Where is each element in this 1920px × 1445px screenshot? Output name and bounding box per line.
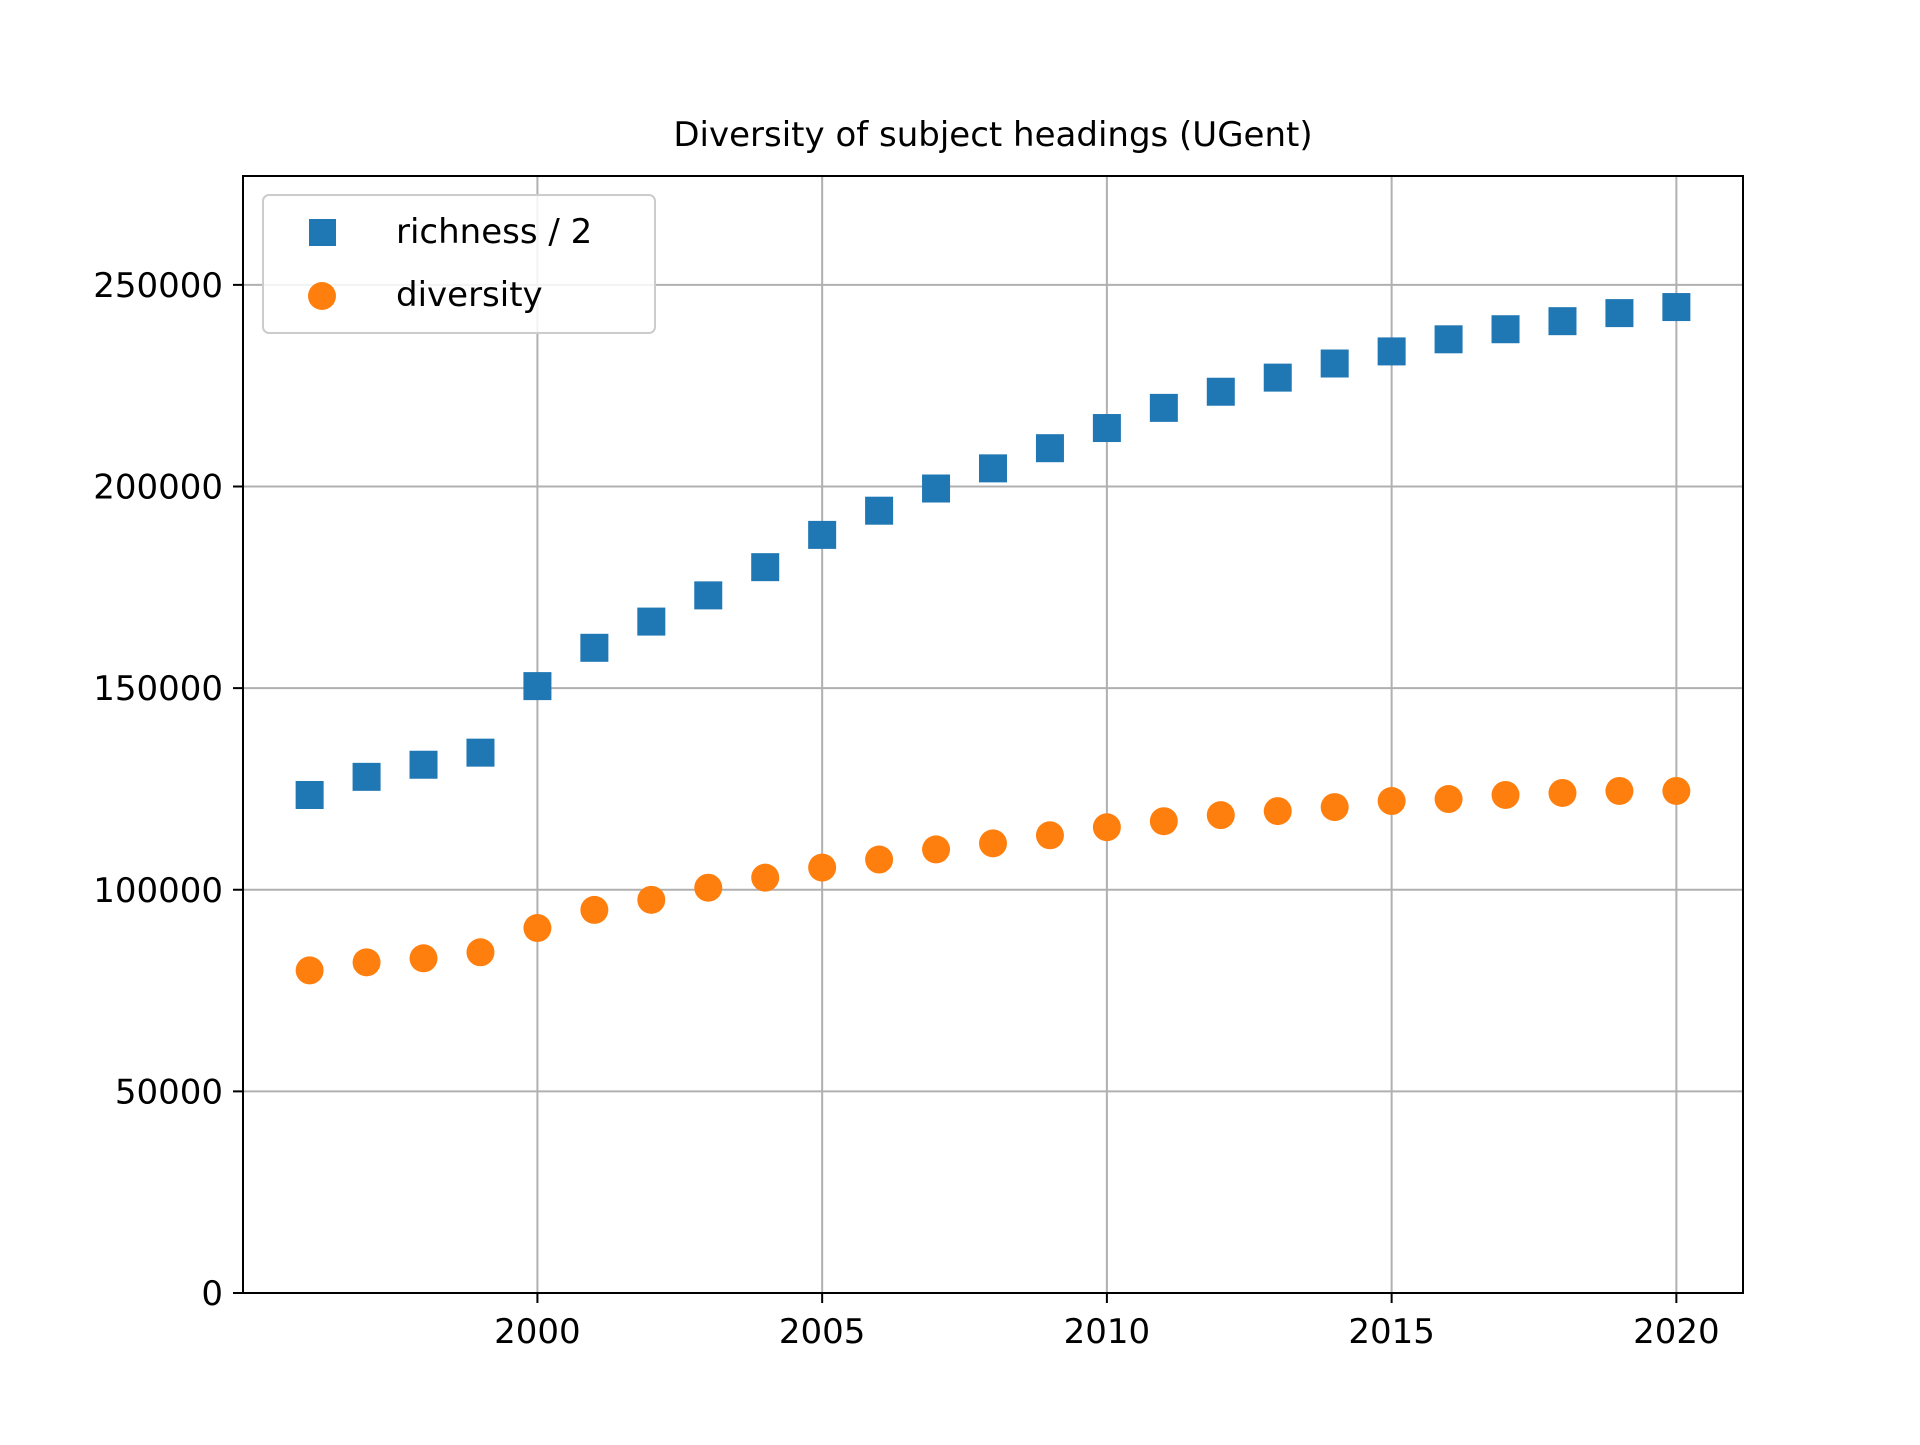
legend-label-richness: richness / 2 xyxy=(396,212,592,252)
diversity-point xyxy=(523,914,552,943)
richness-point xyxy=(1605,299,1634,328)
diversity-point xyxy=(466,938,495,967)
diversity-point xyxy=(751,863,780,892)
y-tick-label: 0 xyxy=(201,1274,223,1314)
legend: richness / 2 diversity xyxy=(262,194,656,334)
diversity-point xyxy=(1092,813,1121,842)
diversity-point xyxy=(1548,778,1577,807)
diversity-point xyxy=(1206,801,1235,830)
richness-point xyxy=(1206,377,1235,406)
diversity-point xyxy=(352,948,381,977)
x-tick-label: 2020 xyxy=(1633,1312,1720,1352)
legend-box xyxy=(262,194,656,334)
y-tick-label: 100000 xyxy=(93,871,223,911)
legend-label-diversity: diversity xyxy=(396,275,543,315)
diversity-point xyxy=(979,829,1007,858)
y-tick-label: 50000 xyxy=(115,1072,223,1112)
richness-point xyxy=(694,581,723,610)
chart-title: Diversity of subject headings (UGent) xyxy=(673,115,1312,155)
diversity-point xyxy=(694,873,723,902)
y-tick-label: 150000 xyxy=(93,669,223,709)
x-tick-label: 2010 xyxy=(1064,1312,1151,1352)
series-circle xyxy=(295,776,1691,985)
x-tick-label: 2015 xyxy=(1348,1312,1435,1352)
diversity-point xyxy=(1377,787,1406,816)
diversity-point xyxy=(1605,776,1634,805)
richness-point xyxy=(1662,293,1691,322)
diversity-point xyxy=(1263,797,1292,826)
grid xyxy=(243,176,1743,1294)
richness-point xyxy=(1035,434,1064,463)
richness-point xyxy=(1377,337,1406,366)
richness-point xyxy=(409,750,438,779)
diversity-point xyxy=(865,845,894,874)
diversity-point xyxy=(922,835,951,864)
richness-point xyxy=(751,553,780,582)
richness-point xyxy=(523,672,552,701)
richness-point xyxy=(580,633,609,662)
richness-point xyxy=(1320,349,1349,378)
richness-point xyxy=(922,474,951,503)
diversity-point xyxy=(1149,807,1178,836)
richness-point xyxy=(295,780,324,809)
richness-point xyxy=(808,520,837,549)
y-tick-label: 250000 xyxy=(93,266,223,306)
richness-point xyxy=(637,607,666,636)
richness-point xyxy=(352,762,381,791)
axes: 2000 2005 2010 2015 2020 0 50000 100000 150000 20… xyxy=(93,266,1719,1352)
richness-point xyxy=(1263,363,1292,392)
diversity-point xyxy=(580,895,609,924)
series-square xyxy=(295,293,1691,809)
richness-point xyxy=(1548,307,1577,336)
richness-point xyxy=(1434,325,1463,354)
diversity-point xyxy=(1035,821,1064,850)
diversity-point xyxy=(409,944,438,973)
richness-point xyxy=(979,454,1007,483)
diversity-point xyxy=(808,853,837,882)
x-tick-label: 2000 xyxy=(494,1312,581,1352)
richness-point xyxy=(865,496,894,525)
richness-point xyxy=(1491,315,1520,344)
legend-circle-marker xyxy=(308,282,336,310)
diversity-point xyxy=(1434,785,1463,814)
diversity-point xyxy=(1320,793,1349,822)
richness-point xyxy=(1092,414,1121,443)
diversity-point xyxy=(637,885,666,914)
diversity-point xyxy=(295,956,324,985)
x-tick-label: 2005 xyxy=(779,1312,866,1352)
diversity-point xyxy=(1662,776,1691,805)
diversity-point xyxy=(1491,780,1520,809)
plot-area-frame xyxy=(242,175,1744,1294)
legend-square-marker xyxy=(309,219,336,246)
richness-point xyxy=(466,738,495,767)
richness-point xyxy=(1149,393,1178,422)
y-tick-label: 200000 xyxy=(93,468,223,508)
data-series xyxy=(295,293,1691,985)
